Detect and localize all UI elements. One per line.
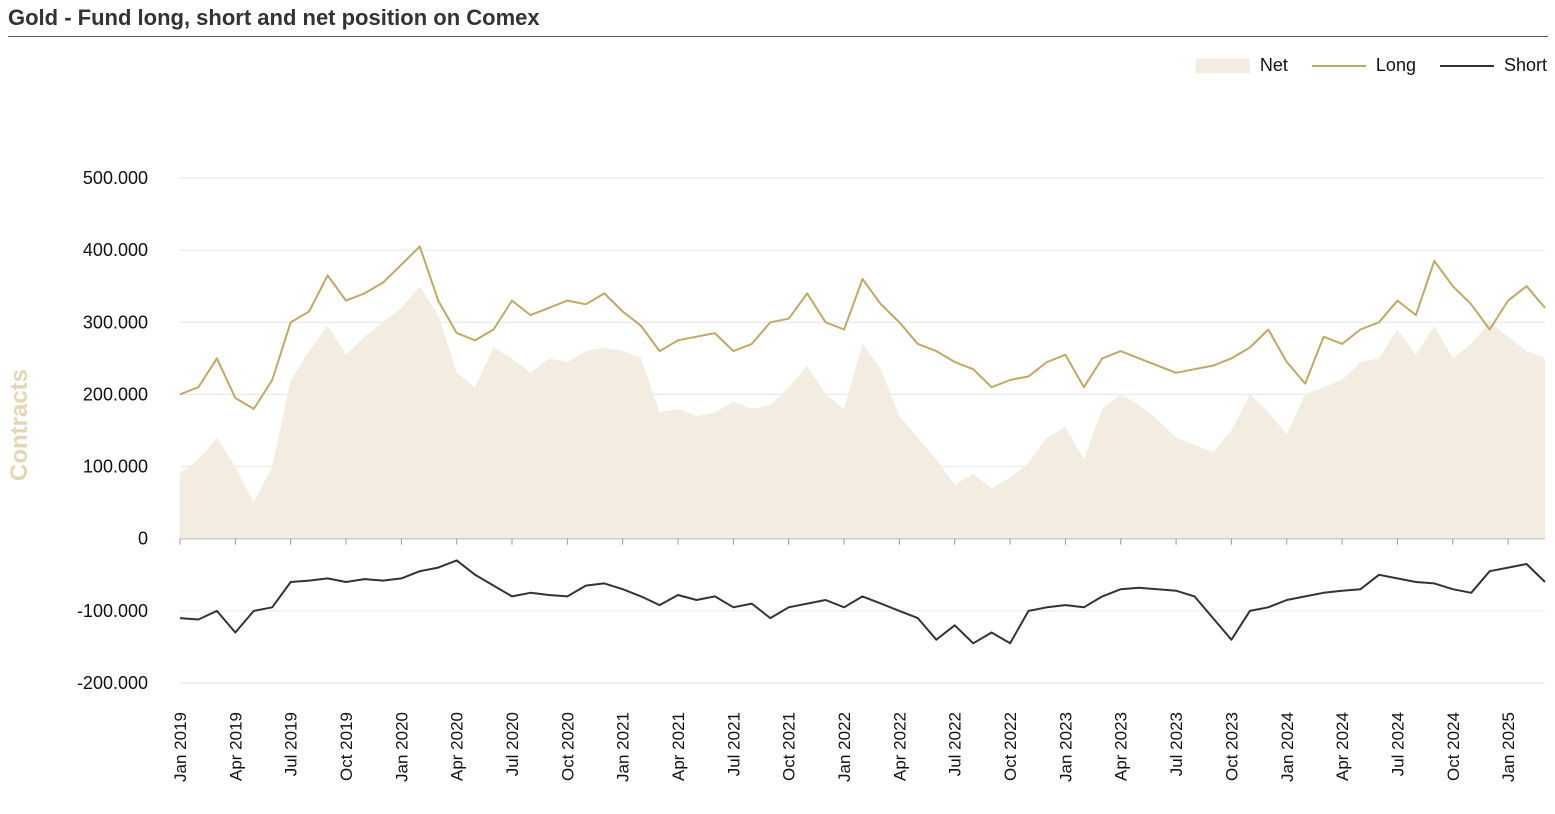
- x-tick-label: Apr 2023: [1112, 712, 1131, 781]
- legend-item-long: Long: [1311, 55, 1416, 76]
- y-tick-label: 500.000: [83, 168, 148, 188]
- x-tick-label: Apr 2021: [669, 712, 688, 781]
- legend-swatch-net: [1195, 58, 1250, 73]
- x-tick-label: Oct 2024: [1444, 712, 1463, 781]
- y-tick-label: 0: [138, 529, 148, 549]
- chart-title: Gold - Fund long, short and net position…: [8, 5, 540, 30]
- y-tick-label: 200.000: [83, 384, 148, 404]
- x-tick-label: Jul 2023: [1167, 712, 1186, 776]
- net-area: [180, 286, 1545, 539]
- x-tick-label: Jul 2019: [282, 712, 301, 776]
- y-tick-label: -200.000: [77, 673, 148, 693]
- x-tick-label: Oct 2021: [780, 712, 799, 781]
- x-tick-label: Jul 2021: [724, 712, 743, 776]
- x-tick-label: Jan 2022: [835, 712, 854, 782]
- x-tick-label: Oct 2022: [1001, 712, 1020, 781]
- x-tick-label: Oct 2023: [1222, 712, 1241, 781]
- x-tick-label: Jan 2019: [171, 712, 190, 782]
- x-tick-label: Jul 2022: [946, 712, 965, 776]
- y-tick-label: 300.000: [83, 312, 148, 332]
- short-series-line: [179, 559, 1546, 645]
- legend-item-short: Short: [1439, 55, 1547, 76]
- x-tick-label: Apr 2020: [448, 712, 467, 781]
- x-tick-label: Jan 2024: [1278, 712, 1297, 782]
- x-tick-label: Jan 2021: [614, 712, 633, 782]
- y-tick-label: -100.000: [77, 601, 148, 621]
- legend-label-net: Net: [1259, 55, 1288, 75]
- x-tick-label: Oct 2020: [558, 712, 577, 781]
- x-tick-label: Jan 2025: [1499, 712, 1518, 782]
- legend-swatch-short: [1439, 64, 1494, 67]
- x-tick-label: Jan 2023: [1056, 712, 1075, 782]
- y-tick-label: 400.000: [83, 240, 148, 260]
- legend-label-long: Long: [1375, 55, 1416, 75]
- x-tick-label: Oct 2019: [337, 712, 356, 781]
- x-tick-label: Jul 2024: [1388, 712, 1407, 776]
- chart-legend: Net Long Short: [1172, 55, 1547, 76]
- legend-label-short: Short: [1503, 55, 1547, 75]
- legend-swatch-long: [1311, 64, 1366, 67]
- long-series-line: [179, 245, 1546, 410]
- x-tick-label: Apr 2019: [226, 712, 245, 781]
- x-tick-label: Apr 2022: [890, 712, 909, 781]
- x-tick-label: Jan 2020: [392, 712, 411, 782]
- legend-item-net: Net: [1195, 55, 1288, 76]
- title-divider: [8, 36, 1548, 37]
- y-tick-label: 100.000: [83, 457, 148, 477]
- x-tick-label: Apr 2024: [1333, 712, 1352, 781]
- x-tick-label: Jul 2020: [503, 712, 522, 776]
